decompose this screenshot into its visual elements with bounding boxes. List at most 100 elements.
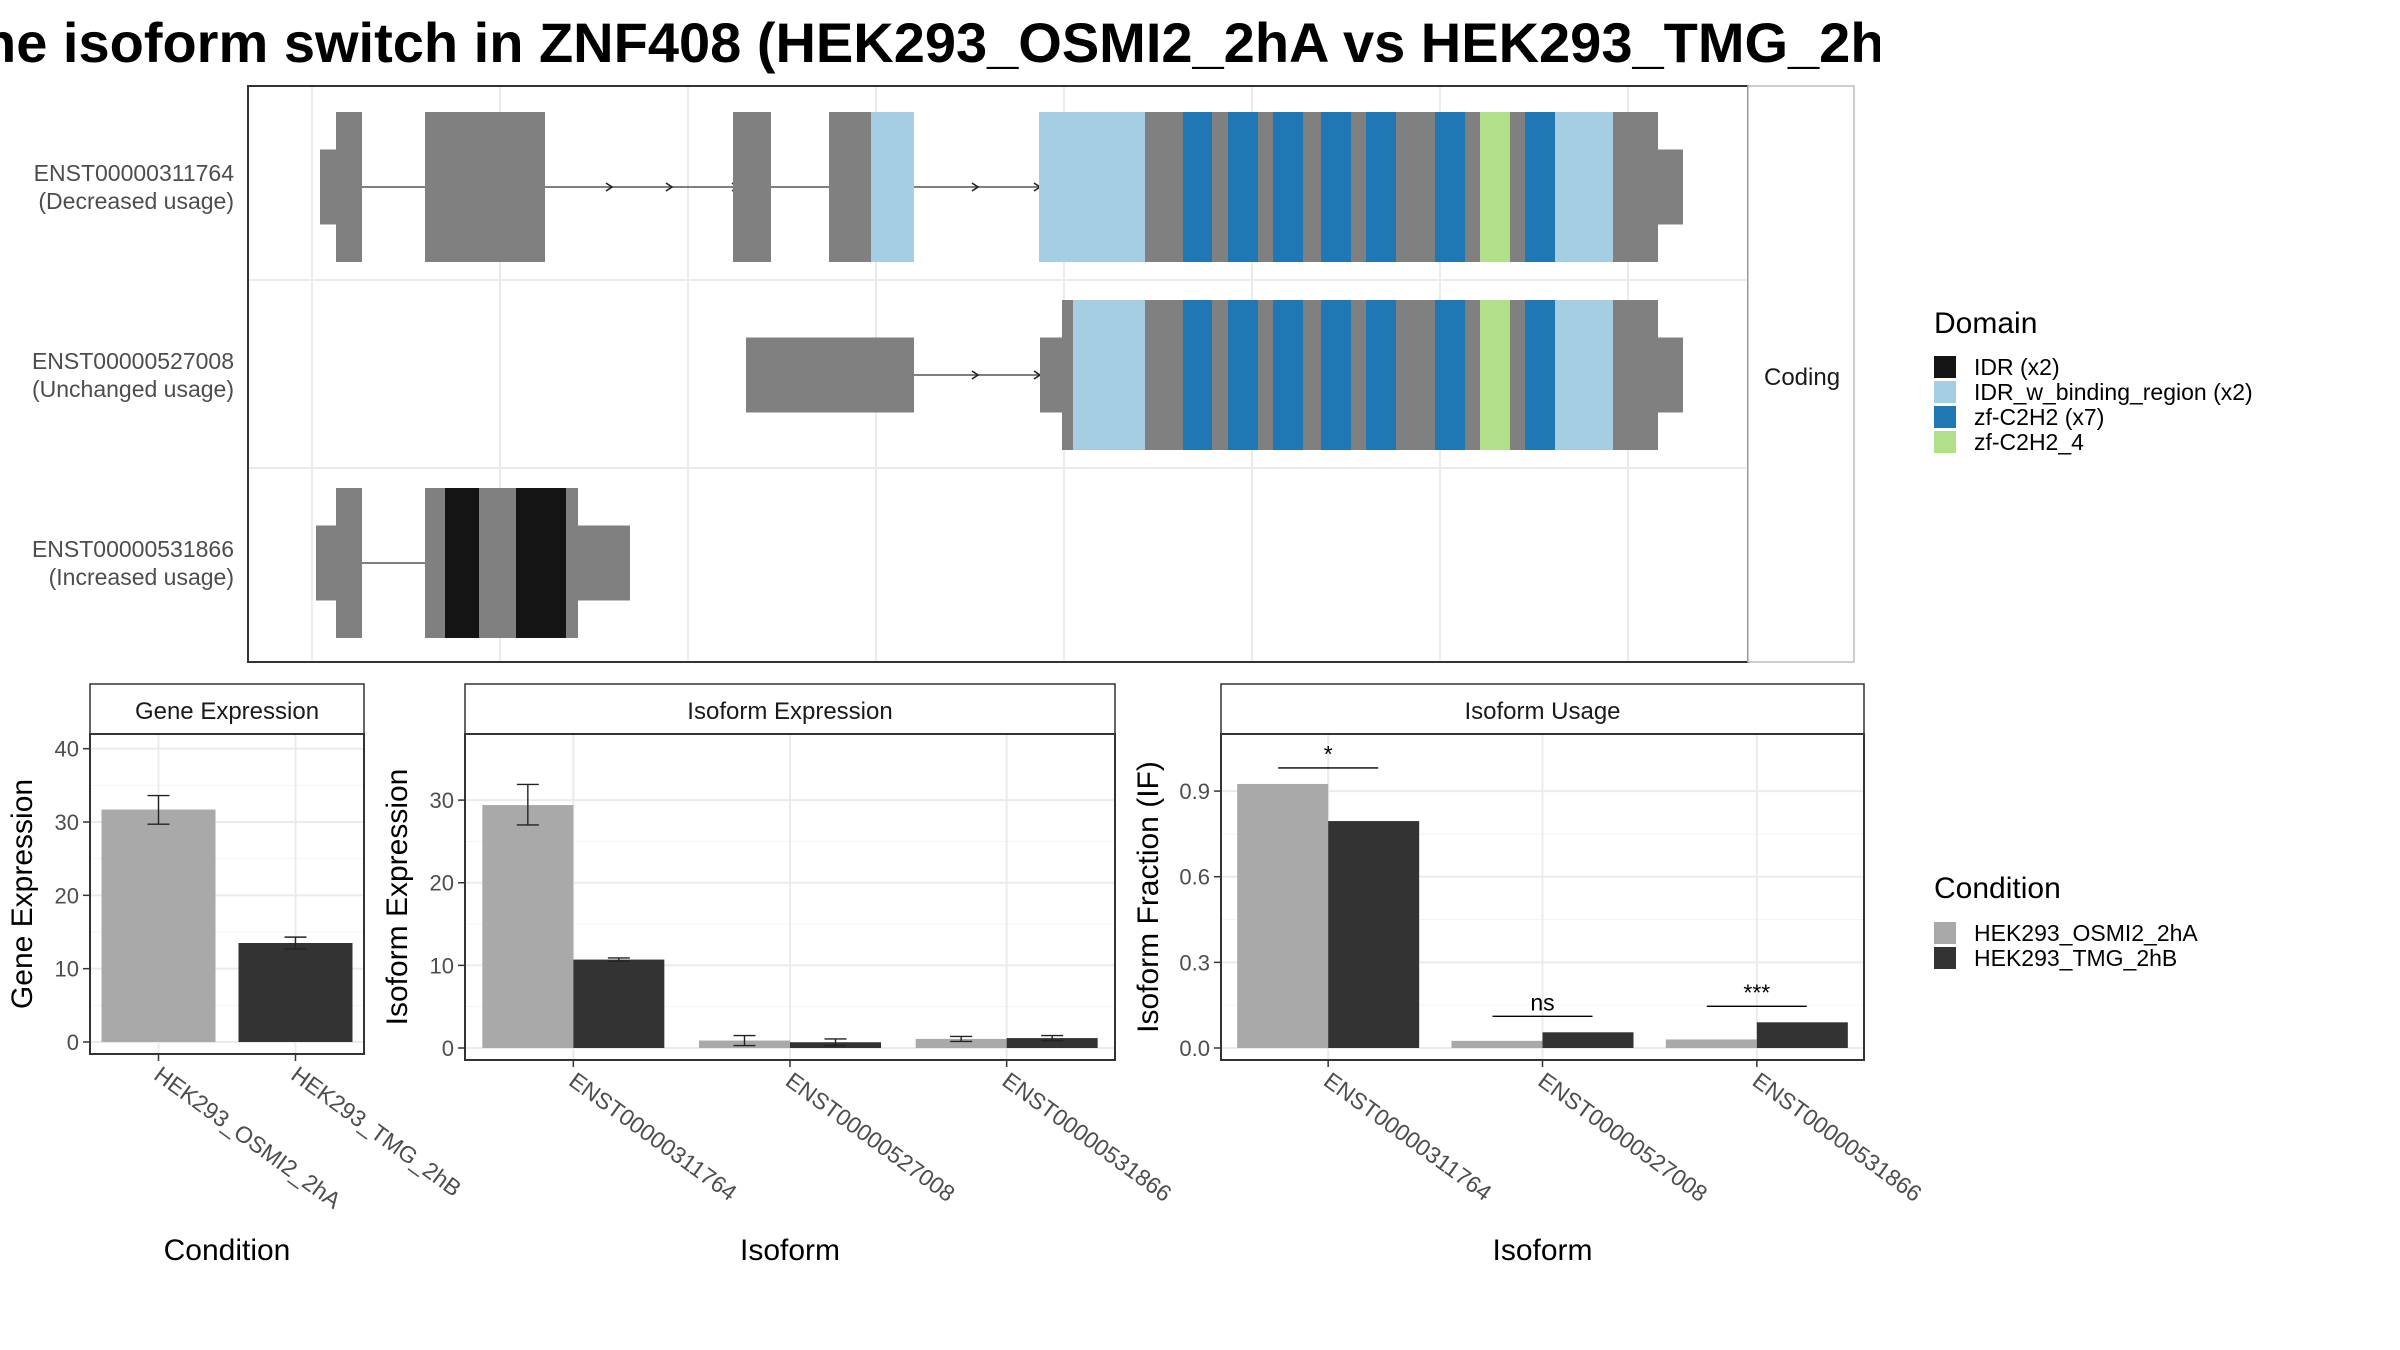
- x-tick-label: ENST00000531866: [1748, 1067, 1927, 1207]
- panel-strip-label: Isoform Expression: [687, 698, 892, 725]
- exon-block: [1258, 300, 1273, 450]
- domain-legend-label: IDR (x2): [1974, 354, 2060, 380]
- domain-idr-binding-region: [1555, 112, 1613, 262]
- exon-block: [1465, 112, 1480, 262]
- domain-zf-c2h2: [1321, 300, 1351, 450]
- domain-zf-c2h2: [1228, 300, 1258, 450]
- domain-idr-binding-region: [1073, 300, 1145, 450]
- exon-block: [1145, 112, 1183, 262]
- exon-block: [1613, 300, 1658, 450]
- condition-legend-swatch: [1934, 947, 1956, 969]
- exon-block: [1396, 300, 1435, 450]
- exon-block: [479, 488, 516, 638]
- coding-strip-label: Coding: [1764, 364, 1840, 391]
- exon-block: [1510, 112, 1525, 262]
- y-tick-label: 0.9: [1179, 779, 1210, 804]
- domain-zf-c2h2: [1321, 112, 1351, 262]
- domain-zf-c2h2: [1366, 112, 1396, 262]
- title-wrap: he isoform switch in ZNF408 (HEK293_OSMI…: [0, 0, 1880, 84]
- domain-zf-c2h2: [1435, 112, 1465, 262]
- significance-label: *: [1324, 741, 1333, 767]
- condition-legend-swatch: [1934, 922, 1956, 944]
- y-tick-label: 10: [430, 953, 454, 978]
- transcript-usage-label: (Increased usage): [49, 564, 234, 590]
- domain-legend-swatch: [1934, 356, 1956, 378]
- exon-block: [566, 488, 578, 638]
- y-tick-label: 40: [55, 737, 79, 762]
- x-tick-label: ENST00000311764: [564, 1067, 742, 1206]
- y-axis-title: Gene Expression: [6, 779, 39, 1009]
- domain-legend-title: Domain: [1934, 307, 2037, 340]
- intron-arrow-icon: [605, 182, 614, 192]
- coding-strip: [1747, 85, 1855, 663]
- bar: [1451, 1040, 1543, 1048]
- y-tick-label: 0.0: [1179, 1036, 1210, 1061]
- panel-strip-label: Gene Expression: [135, 698, 319, 725]
- bar: [1328, 821, 1420, 1048]
- domain-idr-binding-region: [1039, 112, 1145, 262]
- bar: [1665, 1039, 1757, 1048]
- y-tick-label: 20: [55, 883, 79, 908]
- x-tick-label: ENST00000531866: [998, 1067, 1177, 1207]
- panel-border: [89, 733, 365, 1055]
- transcript-usage-label: (Decreased usage): [38, 188, 234, 214]
- utr-block: [1658, 149, 1683, 225]
- transcript-label: ENST00000527008: [32, 348, 234, 374]
- condition-legend-title: Condition: [1934, 872, 2061, 905]
- domain-legend-swatch: [1934, 431, 1956, 453]
- domain-idr: [516, 488, 566, 638]
- bar: [101, 809, 216, 1042]
- domain-legend-label: zf-C2H2 (x7): [1974, 404, 2104, 430]
- y-tick-label: 30: [430, 788, 454, 813]
- panel-strip-label: Isoform Usage: [1464, 698, 1620, 725]
- domain-idr-binding-region: [871, 112, 914, 262]
- transcript-usage-label: (Unchanged usage): [32, 376, 234, 402]
- exon-block: [1351, 112, 1366, 262]
- domain-legend-label: IDR_w_binding_region (x2): [1974, 379, 2253, 405]
- y-tick-label: 30: [55, 810, 79, 835]
- condition-legend-label: HEK293_OSMI2_2hA: [1974, 920, 2198, 946]
- page-title: he isoform switch in ZNF408 (HEK293_OSMI…: [0, 11, 1880, 74]
- utr-block: [316, 525, 336, 601]
- bar: [1237, 783, 1329, 1048]
- domain-idr-binding-region: [1555, 300, 1613, 450]
- domain-zf-c2h2: [1525, 112, 1555, 262]
- exon-block: [733, 112, 771, 262]
- domain-zf-c2h2: [1273, 112, 1303, 262]
- domain-legend-swatch: [1934, 381, 1956, 403]
- exon-block: [1613, 112, 1658, 262]
- domain-legend-swatch: [1934, 406, 1956, 428]
- domain-zf-c2h2: [1183, 112, 1212, 262]
- exon-block: [1212, 300, 1228, 450]
- domain-zf-c2h2: [1183, 300, 1212, 450]
- domain-zf-c2h2: [1273, 300, 1303, 450]
- y-tick-label: 0: [442, 1036, 454, 1061]
- domain-zf-c2h2-4: [1480, 300, 1510, 450]
- exon-block: [425, 112, 545, 262]
- y-tick-label: 0.3: [1179, 950, 1210, 975]
- utr-block: [1040, 337, 1062, 413]
- exon-block: [1351, 300, 1366, 450]
- exon-block: [1465, 300, 1480, 450]
- y-axis-title: Isoform Expression: [381, 769, 414, 1026]
- exon-block: [1145, 300, 1183, 450]
- y-tick-label: 0.6: [1179, 865, 1210, 890]
- utr-block: [1658, 337, 1683, 413]
- x-tick-label: ENST00000527008: [1534, 1067, 1713, 1207]
- exon-block: [746, 337, 914, 413]
- exon-block: [1396, 112, 1435, 262]
- panel-strip: [89, 683, 365, 735]
- exon-block: [1303, 300, 1321, 450]
- y-tick-label: 10: [55, 957, 79, 982]
- bar: [238, 943, 353, 1042]
- x-axis-title: Isoform: [740, 1234, 840, 1267]
- exon-block: [1212, 112, 1228, 262]
- exon-block: [336, 488, 362, 638]
- x-axis-title: Isoform: [1492, 1234, 1592, 1267]
- transcript-label: ENST00000311764: [34, 160, 235, 186]
- significance-label: ***: [1743, 979, 1770, 1005]
- domain-zf-c2h2: [1435, 300, 1465, 450]
- exon-block: [829, 112, 871, 262]
- exon-block: [336, 112, 362, 262]
- bar: [482, 805, 574, 1048]
